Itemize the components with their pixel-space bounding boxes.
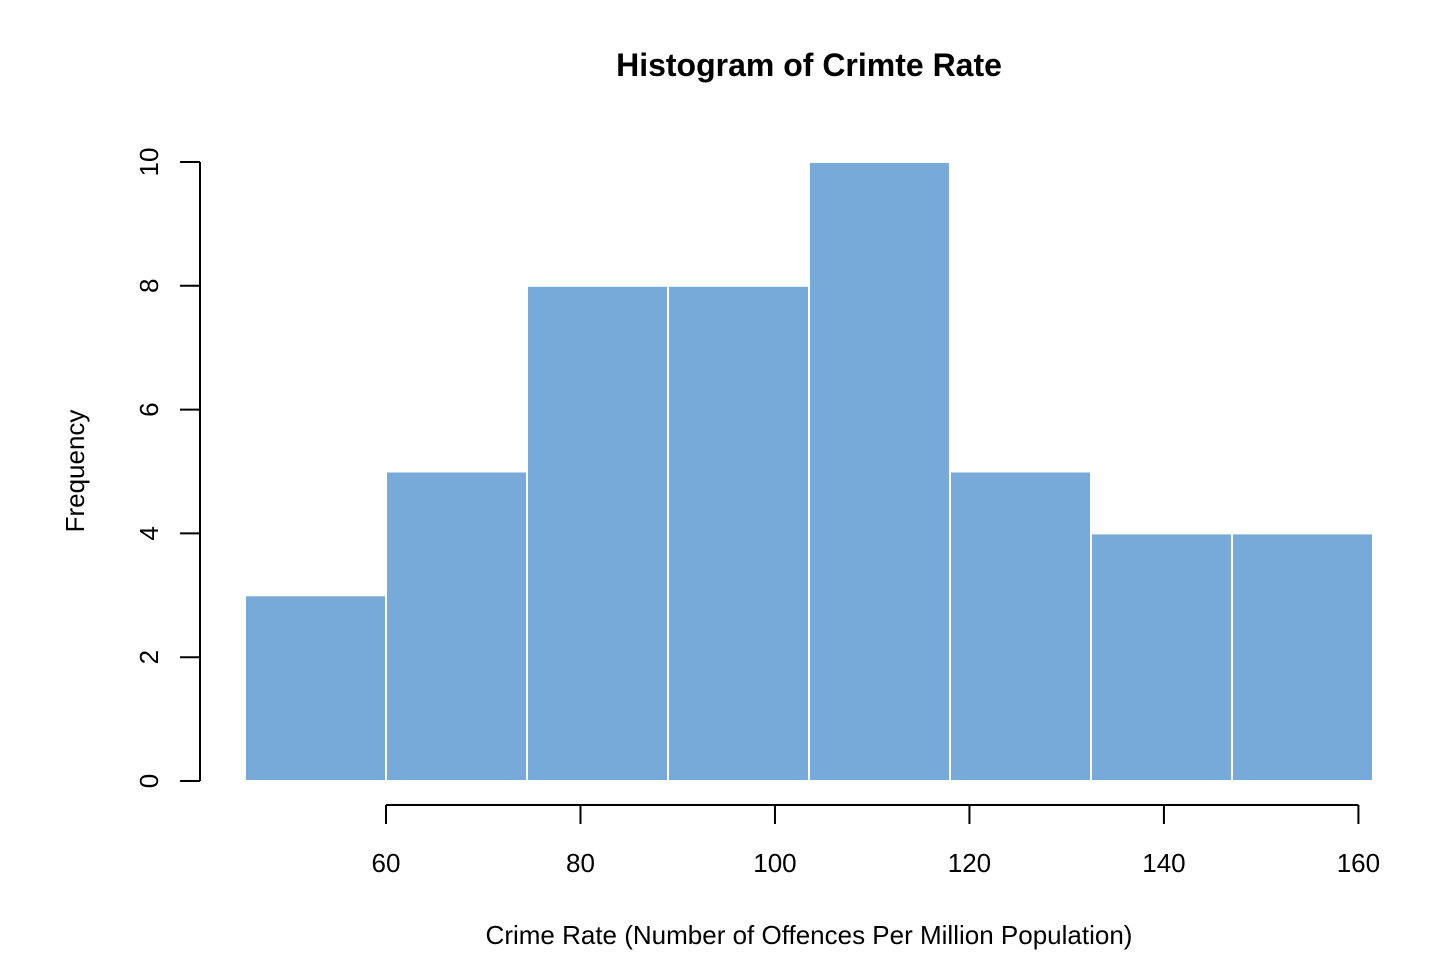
bars-group [244,161,1374,783]
y-tick-label: 2 [134,650,164,664]
histogram-bar [385,470,528,782]
x-axis-label: Crime Rate (Number of Offences Per Milli… [486,920,1133,950]
x-tick-label: 120 [948,848,991,878]
y-tick-label: 6 [134,402,164,416]
x-tick-label: 60 [372,848,401,878]
y-tick-label: 4 [134,526,164,540]
y-axis: 0 2 4 6 8 10 [134,148,201,788]
y-tick-label: 0 [134,774,164,788]
x-tick-label: 160 [1337,848,1380,878]
histogram-bar [1231,532,1374,783]
y-tick-label: 8 [134,279,164,293]
chart-title: Histogram of Crimte Rate [616,47,1002,83]
x-tick-label: 100 [753,848,796,878]
histogram-bar [244,594,387,782]
histogram-bar [808,161,951,782]
y-tick-label: 10 [134,148,164,177]
histogram-bar [949,470,1092,782]
histogram-bar [1090,532,1233,783]
x-tick-label: 80 [566,848,595,878]
histogram-bar [526,284,669,782]
histogram-bar [667,284,810,782]
x-tick-label: 140 [1142,848,1185,878]
y-axis-label: Frequency [60,410,90,533]
x-axis: 60 80 100 120 140 160 [372,804,1380,878]
